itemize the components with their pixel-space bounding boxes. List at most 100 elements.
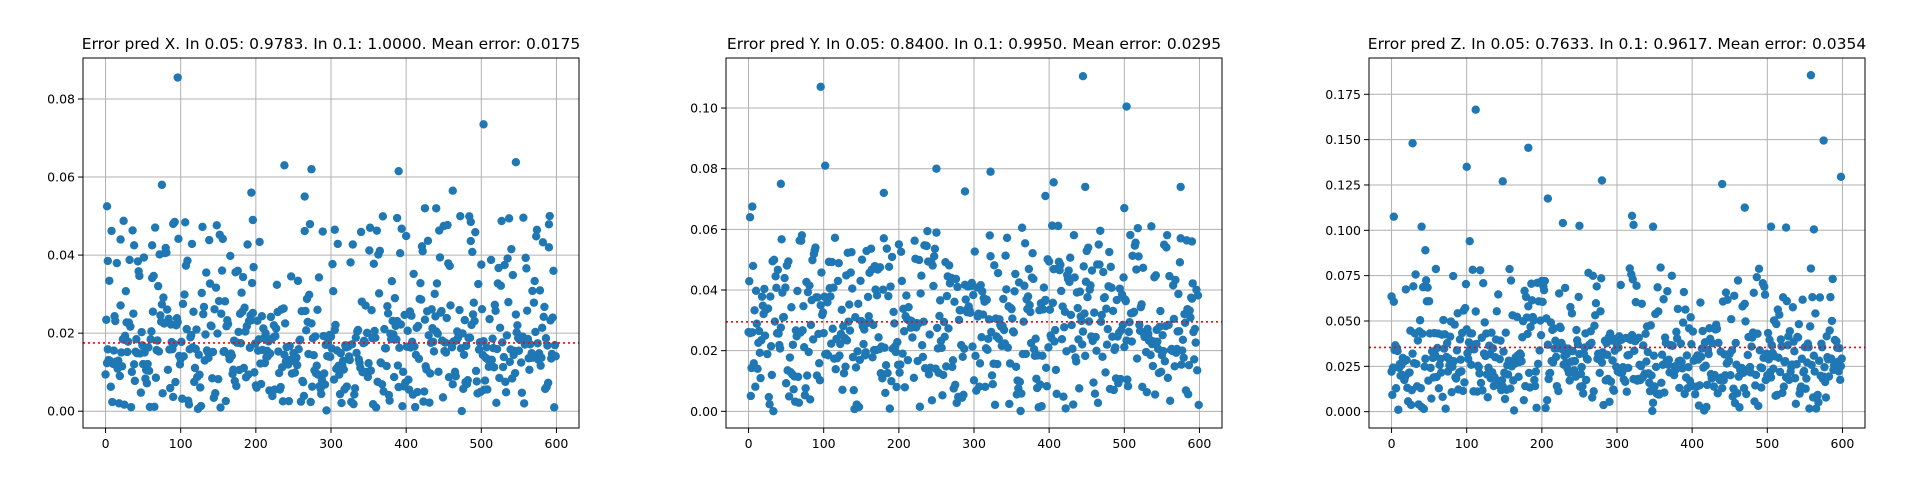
data-point — [336, 349, 345, 358]
data-point — [1045, 305, 1055, 314]
data-point — [184, 400, 194, 409]
data-point-outlier — [1627, 211, 1637, 220]
data-point — [1041, 363, 1051, 373]
data-point — [372, 226, 382, 235]
data-point — [1496, 336, 1505, 345]
data-point — [853, 347, 862, 356]
data-point — [900, 383, 910, 392]
y-tick-label: 0.00 — [47, 404, 75, 419]
data-point — [255, 237, 264, 247]
data-point — [966, 308, 975, 317]
data-point — [1630, 346, 1639, 355]
data-point — [1606, 377, 1616, 386]
data-point — [477, 304, 487, 314]
data-point — [1624, 363, 1633, 373]
data-point — [771, 272, 780, 281]
data-point — [401, 231, 411, 241]
data-point — [293, 276, 303, 286]
data-point — [306, 397, 315, 407]
data-point — [1578, 381, 1587, 391]
data-point — [149, 271, 158, 281]
data-point — [1070, 273, 1079, 282]
data-point — [1156, 306, 1165, 316]
data-point — [813, 293, 822, 302]
data-point — [309, 351, 318, 360]
data-point — [1523, 329, 1532, 339]
data-point — [1476, 378, 1486, 388]
data-point — [1793, 333, 1803, 342]
data-point — [530, 276, 539, 286]
y-tick-label: 0.100 — [1325, 223, 1361, 238]
data-point — [214, 296, 224, 306]
data-point — [1075, 384, 1084, 393]
data-point-outlier — [248, 215, 258, 225]
data-point — [779, 312, 789, 322]
data-point — [1653, 283, 1662, 292]
data-point — [443, 220, 452, 230]
data-point — [1476, 266, 1485, 275]
data-point — [1424, 296, 1434, 306]
data-point — [350, 390, 359, 399]
x-tick-label: 400 — [1680, 436, 1704, 451]
data-point — [1663, 287, 1672, 296]
data-point — [147, 327, 156, 336]
data-point — [789, 385, 798, 394]
data-point — [356, 227, 366, 237]
data-point — [292, 353, 301, 362]
data-point — [755, 348, 765, 358]
data-point — [207, 322, 216, 331]
data-point — [838, 385, 847, 395]
data-point — [516, 358, 526, 367]
data-point — [1514, 372, 1523, 382]
data-point — [1517, 357, 1526, 366]
data-point — [806, 320, 816, 330]
data-point-outlier — [960, 187, 970, 196]
data-point-outlier — [1081, 182, 1090, 192]
data-point-outlier — [102, 202, 112, 211]
data-point — [954, 315, 964, 325]
data-point — [938, 370, 948, 380]
data-point — [218, 234, 227, 244]
data-point — [1757, 363, 1767, 373]
data-point — [349, 399, 358, 409]
data-point — [211, 389, 220, 398]
data-point — [1677, 357, 1686, 367]
data-point-outlier — [1524, 143, 1533, 152]
data-point — [1540, 276, 1550, 286]
data-point — [846, 268, 855, 277]
data-point — [1702, 380, 1712, 390]
data-point — [199, 302, 209, 312]
data-point — [1479, 278, 1488, 288]
data-point — [887, 376, 896, 386]
data-point — [146, 335, 155, 344]
data-point — [459, 350, 469, 359]
data-point — [1131, 238, 1140, 247]
data-point — [1551, 352, 1561, 362]
data-point — [1056, 260, 1065, 269]
data-point — [1597, 358, 1607, 367]
data-point — [1755, 346, 1764, 355]
data-point-outlier — [147, 241, 157, 250]
data-point — [1760, 290, 1770, 299]
data-point — [510, 368, 520, 378]
data-point — [1678, 318, 1688, 327]
data-point — [752, 319, 762, 328]
data-point — [217, 309, 226, 318]
data-point — [495, 323, 505, 333]
data-point — [144, 366, 154, 376]
data-point — [883, 368, 892, 378]
data-point — [150, 402, 159, 411]
data-point — [1679, 287, 1689, 297]
data-point — [1506, 384, 1515, 393]
data-point-outlier — [1049, 178, 1058, 187]
data-point — [787, 303, 796, 312]
data-point — [1097, 310, 1106, 320]
data-point — [492, 398, 501, 408]
data-point — [194, 350, 203, 359]
data-point — [1132, 265, 1141, 274]
data-point — [1730, 291, 1739, 300]
data-point — [767, 370, 777, 380]
data-point — [1134, 252, 1143, 261]
data-point — [457, 406, 466, 416]
data-point — [857, 255, 867, 264]
